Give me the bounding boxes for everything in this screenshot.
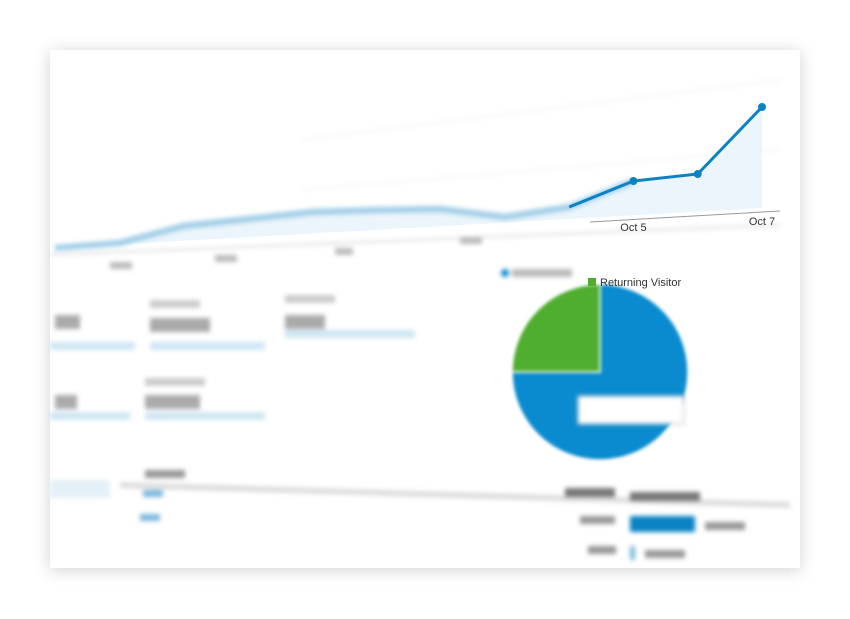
card xyxy=(50,50,800,568)
x-tick-label: Oct 7 xyxy=(749,216,775,228)
point xyxy=(693,170,702,178)
x-axis xyxy=(589,210,781,223)
line-blurred xyxy=(54,178,635,251)
pie-slice xyxy=(511,283,601,373)
point xyxy=(758,103,766,111)
pie-tooltip xyxy=(577,395,685,425)
legend-swatch xyxy=(588,278,596,286)
area xyxy=(55,107,762,248)
blurred-layout xyxy=(49,79,791,560)
line xyxy=(568,105,764,209)
pie-chart xyxy=(511,283,689,461)
x-tick-label: Oct 5 xyxy=(620,222,646,234)
line-chart: Oct 5 Oct 7 xyxy=(54,103,781,251)
legend-label: Returning Visitor xyxy=(600,277,681,289)
point xyxy=(629,177,638,185)
